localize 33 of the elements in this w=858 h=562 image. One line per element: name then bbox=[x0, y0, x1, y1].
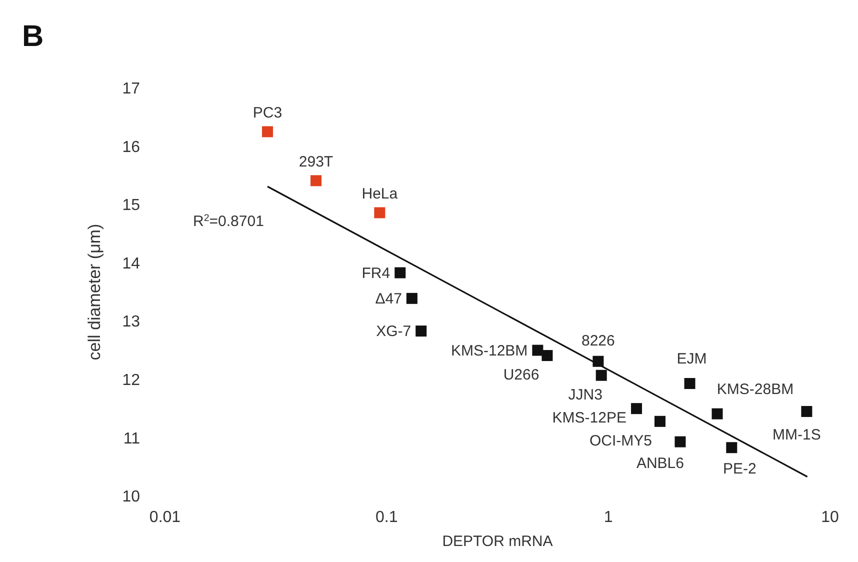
annotation: 293T bbox=[298, 154, 334, 171]
y-tick-label: 14 bbox=[122, 255, 140, 272]
x-axis-title: DEPTOR mRNA bbox=[442, 533, 553, 550]
annotation: KMS-12BM bbox=[450, 342, 528, 360]
annotation: KMS-28BM bbox=[716, 380, 794, 398]
y-tick-label: 16 bbox=[122, 138, 140, 156]
annotation: 8226 bbox=[582, 332, 615, 350]
annotation: R$^{2}$=0.8701 bbox=[193, 212, 264, 230]
annotation: XG-7 bbox=[376, 323, 412, 340]
y-tick-label: 11 bbox=[123, 430, 140, 448]
y-axis-title: cell diameter (μm) bbox=[85, 224, 104, 360]
annotation: JJN3 bbox=[568, 386, 602, 404]
y-tick-label: 15 bbox=[122, 197, 140, 214]
y-tick-label: 10 bbox=[122, 488, 140, 506]
annotation: MM-1S bbox=[772, 426, 821, 444]
y-tick-label: 12 bbox=[122, 372, 140, 390]
annotation: U266 bbox=[503, 366, 540, 384]
x-tick-label: 10 bbox=[821, 509, 839, 526]
annotation: OCI-MY5 bbox=[589, 432, 652, 450]
x-tick-label: 0.01 bbox=[149, 509, 181, 526]
annotation: EJM bbox=[676, 350, 707, 368]
y-tick-label: 17 bbox=[122, 80, 140, 98]
annotation: HeLa bbox=[362, 186, 398, 203]
x-tick-label: 0.1 bbox=[376, 509, 398, 526]
x-tick-label: 1 bbox=[604, 509, 613, 526]
annotation: Δ47 bbox=[375, 290, 402, 308]
annotation: FR4 bbox=[362, 264, 390, 282]
chart-title: B bbox=[22, 20, 44, 53]
y-tick-label: 13 bbox=[122, 314, 140, 331]
annotation: KMS-12PE bbox=[552, 410, 627, 427]
annotation: PE-2 bbox=[722, 460, 756, 478]
annotation: PC3 bbox=[252, 104, 282, 122]
annotation: ANBL6 bbox=[636, 454, 684, 472]
